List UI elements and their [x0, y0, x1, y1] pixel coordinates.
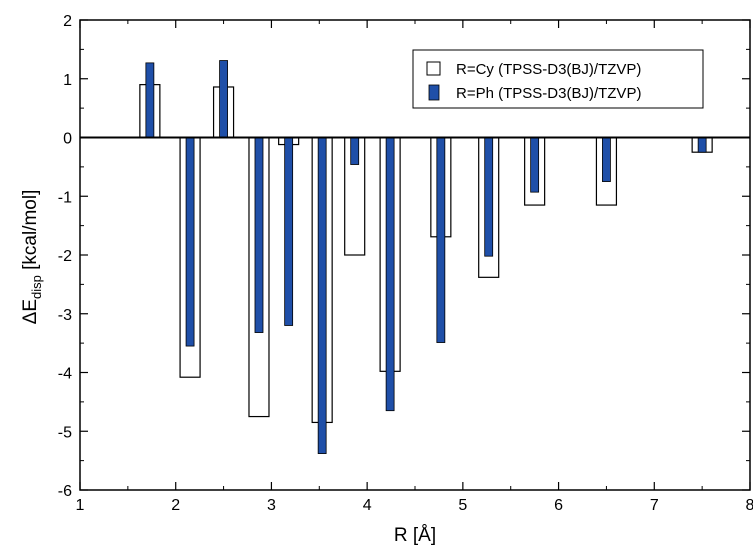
y-tick-label: -4 [58, 366, 72, 383]
y-tick-label: -6 [58, 483, 72, 500]
x-tick-label: 2 [171, 497, 180, 514]
legend-label-ph: R=Ph (TPSS-D3(BJ)/TZVP) [456, 85, 641, 102]
legend-swatch-ph [428, 84, 440, 101]
bar-ph [350, 137, 360, 165]
legend-label-cy: R=Cy (TPSS-D3(BJ)/TZVP) [456, 61, 641, 78]
y-axis-title-main: ΔE [20, 299, 41, 324]
bar-ph [602, 137, 611, 182]
bar-ph [697, 137, 707, 153]
axis-ticks [79, 19, 751, 491]
x-tick-label: 5 [458, 497, 467, 514]
y-tick-label: -5 [58, 424, 72, 441]
y-tick-label: 1 [63, 72, 72, 89]
legend: R=Cy (TPSS-D3(BJ)/TZVP) R=Ph (TPSS-D3(BJ… [412, 49, 704, 109]
legend-swatch-cy [426, 61, 441, 76]
bar-ph [219, 60, 228, 138]
x-tick-label: 4 [363, 497, 372, 514]
bar-ph [185, 137, 195, 347]
y-tick-label: 2 [63, 13, 72, 30]
y-tick-labels: -6 -5 -4 -3 -2 -1 0 1 2 [58, 13, 72, 500]
x-tick-label: 7 [650, 497, 659, 514]
bar-ph [530, 137, 540, 193]
y-axis-title-subscript: disp [29, 275, 44, 299]
bar-ph [436, 137, 446, 343]
x-tick-label: 8 [746, 497, 753, 514]
bar-ph [317, 137, 327, 454]
x-tick-label: 1 [76, 497, 85, 514]
y-axis-title-unit: [kcal/mol] [20, 190, 41, 276]
bar-ph [484, 137, 494, 257]
x-tick-label: 3 [267, 497, 276, 514]
legend-box [412, 49, 704, 109]
x-tick-label: 6 [554, 497, 563, 514]
y-tick-label: -2 [58, 248, 72, 265]
y-tick-label: -1 [58, 189, 72, 206]
x-axis-title: R [Å] [394, 525, 436, 546]
bar-ph [254, 137, 264, 333]
bar-ph [145, 62, 155, 138]
series-ph-bars [145, 60, 707, 454]
y-axis-title: ΔEdisp [kcal/mol] [20, 190, 44, 325]
y-tick-label: 0 [63, 131, 72, 148]
bar-ph [385, 137, 395, 412]
bar-ph [284, 137, 294, 326]
x-tick-labels: 1 2 3 4 5 6 7 8 [76, 497, 753, 514]
y-tick-label: -3 [58, 307, 72, 324]
